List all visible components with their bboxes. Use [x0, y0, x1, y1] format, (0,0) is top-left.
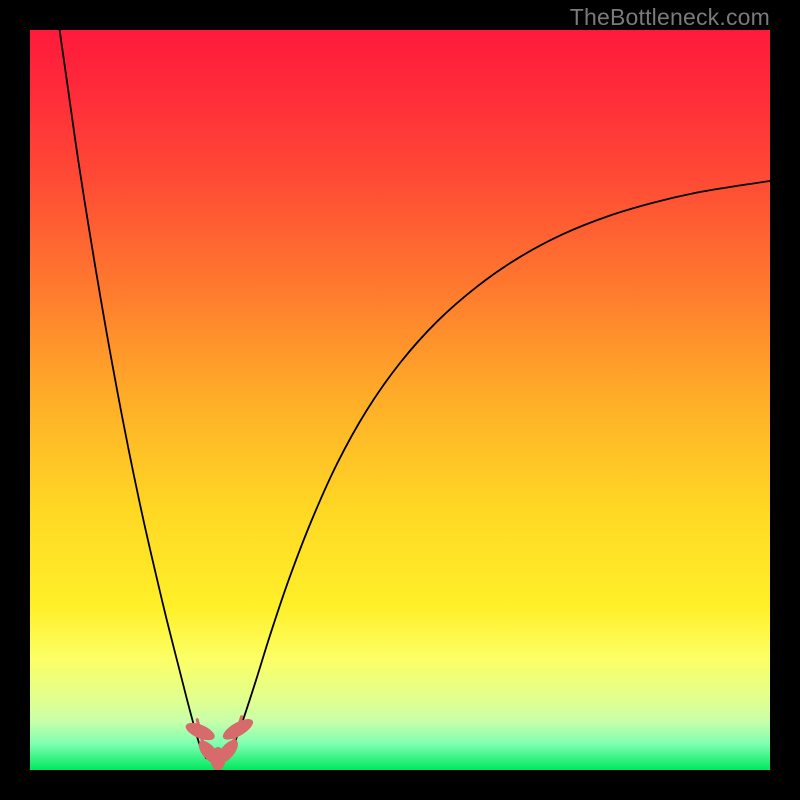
gradient-background: [30, 30, 770, 770]
plot-svg: [30, 30, 770, 770]
plot-area: [30, 30, 770, 770]
watermark-text: TheBottleneck.com: [570, 4, 770, 31]
